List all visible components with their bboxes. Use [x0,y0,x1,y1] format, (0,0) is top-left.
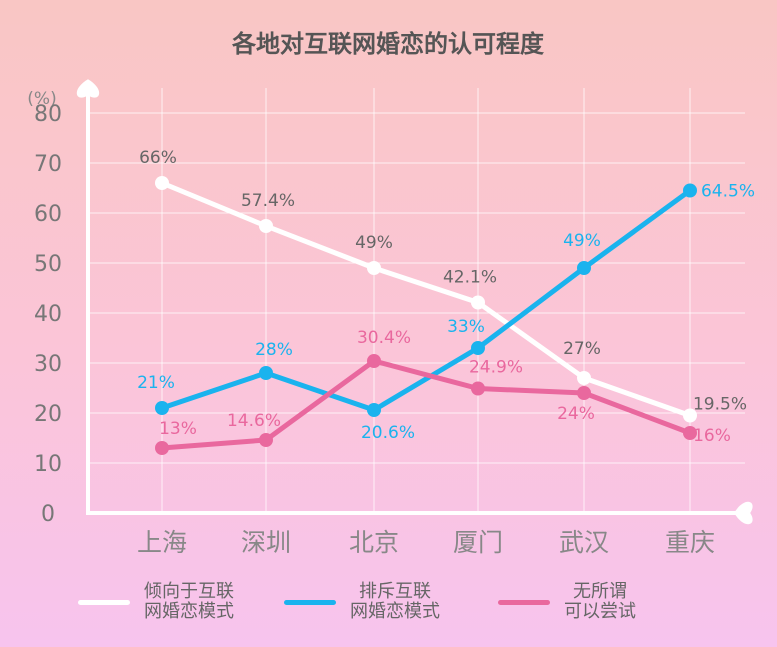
series-line-reject [159,188,693,413]
series-reject [155,183,697,417]
legend-label-indifferent: 无所谓 可以尝试 [564,581,636,622]
data-label: 13% [159,419,197,439]
data-label: 16% [693,426,731,446]
y-tick-label: 0 [41,502,55,527]
data-label: 24.9% [469,358,523,378]
data-label: 27% [563,339,601,359]
data-labels: 66% 57.4% 49% 42.1% 27% 19.5% 21% 28% 20.6% 33% 49… [137,148,755,446]
data-label: 28% [255,340,293,360]
x-tick-label: 深圳 [241,528,291,557]
series-line-indifferent [159,358,693,451]
legend-item-indifferent: 无所谓 可以尝试 [498,582,636,622]
x-tick-label: 上海 [137,528,187,557]
x-tick-label: 北京 [349,528,399,557]
data-point [471,341,485,355]
x-tick-label: 重庆 [665,528,715,557]
data-label: 57.4% [241,191,295,211]
legend-item-favor: 倾向于互联 网婚恋模式 [78,582,234,622]
y-tick-label: 60 [34,202,62,227]
data-label: 19.5% [693,395,747,415]
data-point [577,261,591,275]
data-point [367,403,381,417]
data-label: 24% [557,404,595,424]
data-label: 14.6% [227,411,281,431]
data-point [155,441,169,455]
data-point [683,183,697,198]
data-point [683,426,697,440]
data-label: 20.6% [361,423,415,443]
data-label: 49% [563,231,601,251]
legend-swatch-favor [78,599,130,605]
series-layer [155,176,697,455]
x-tick-label: 厦门 [453,528,503,557]
y-tick-label: 30 [34,352,62,377]
data-label: 66% [139,148,177,168]
data-point [259,219,273,233]
y-tick-label: 70 [34,152,62,177]
series-favor [155,176,697,423]
data-label: 33% [447,317,485,337]
y-tick-label: 50 [34,252,62,277]
y-tick-label: 40 [34,302,62,327]
data-label: 64.5% [701,182,755,202]
grid [88,88,745,513]
y-axis-unit: (%) [27,89,56,109]
legend-label-favor: 倾向于互联 网婚恋模式 [144,581,234,622]
data-point [155,176,169,190]
data-label: 49% [355,233,393,253]
legend-swatch-indifferent [498,599,550,605]
data-point [367,354,381,368]
data-point [259,433,273,447]
y-tick-label: 10 [34,452,62,477]
y-tick-label: 20 [34,402,62,427]
legend-item-reject: 排斥互联 网婚恋模式 [284,582,440,622]
data-point [683,408,697,423]
data-point [155,401,169,415]
y-tick-label: 80 [34,102,62,127]
data-point [577,371,591,385]
x-tick-label: 武汉 [559,528,609,557]
x-axis-heart-icon [734,501,753,525]
data-point [577,386,591,400]
data-point [367,261,381,275]
data-label: 21% [137,373,175,393]
data-point [259,366,273,380]
legend: 倾向于互联 网婚恋模式 排斥互联 网婚恋模式 无所谓 可以尝试 [0,582,777,642]
data-point [471,381,485,396]
y-axis-heart-icon [76,79,100,98]
data-point [471,295,485,310]
series-line-favor [159,180,693,418]
data-label: 42.1% [443,268,497,288]
legend-swatch-reject [284,599,336,605]
series-indifferent [155,354,697,455]
chart-title: 各地对互联网婚恋的认可程度 [231,30,545,58]
legend-label-reject: 排斥互联 网婚恋模式 [350,581,440,622]
data-label: 30.4% [357,328,411,348]
axes: 0 10 20 30 40 50 60 70 80 上海 深圳 北京 厦门 武汉 重庆 [34,79,753,557]
